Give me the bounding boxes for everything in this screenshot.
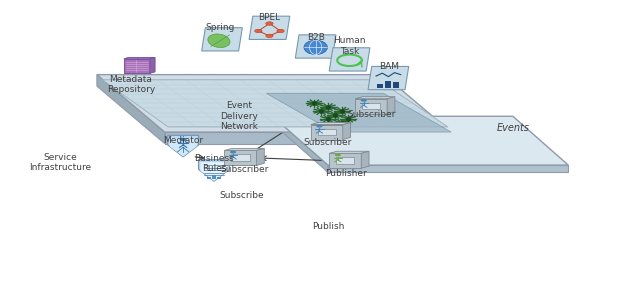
Bar [385, 81, 391, 88]
Text: Subscriber: Subscriber [347, 110, 396, 119]
Polygon shape [256, 148, 264, 165]
Polygon shape [272, 116, 568, 165]
Polygon shape [150, 57, 155, 73]
Polygon shape [266, 93, 451, 132]
Polygon shape [97, 75, 451, 132]
Polygon shape [97, 75, 165, 144]
Text: Business
Rules: Business Rules [194, 154, 234, 173]
Bar [212, 175, 216, 180]
Polygon shape [225, 151, 256, 165]
Polygon shape [368, 66, 409, 90]
Text: Events: Events [496, 123, 529, 133]
Text: Mediator: Mediator [163, 136, 203, 145]
FancyBboxPatch shape [362, 103, 380, 109]
Polygon shape [124, 59, 150, 73]
Text: Metadata
Repository: Metadata Repository [106, 75, 155, 94]
Polygon shape [355, 99, 387, 114]
Text: B2B: B2B [307, 33, 324, 42]
Text: Service
Infrastructure: Service Infrastructure [29, 153, 91, 172]
Circle shape [316, 125, 322, 128]
Circle shape [180, 138, 187, 141]
Polygon shape [165, 132, 451, 144]
Circle shape [266, 22, 273, 25]
Polygon shape [199, 160, 230, 181]
FancyBboxPatch shape [232, 155, 249, 161]
Polygon shape [272, 116, 328, 172]
Bar [217, 177, 221, 180]
Bar [378, 84, 383, 88]
Polygon shape [170, 138, 197, 157]
Text: BAM: BAM [379, 61, 400, 70]
Polygon shape [329, 48, 370, 71]
Polygon shape [225, 148, 264, 151]
Polygon shape [201, 162, 228, 181]
Text: Publish: Publish [312, 222, 344, 231]
Text: Spring: Spring [206, 23, 235, 32]
Text: Human
Task: Human Task [333, 36, 366, 56]
Polygon shape [387, 97, 395, 114]
Polygon shape [202, 28, 242, 51]
Polygon shape [328, 165, 568, 172]
Bar [393, 82, 399, 88]
Circle shape [254, 29, 262, 33]
Text: Subscriber: Subscriber [220, 165, 269, 174]
Polygon shape [295, 35, 336, 58]
Ellipse shape [208, 34, 230, 48]
Text: BPEL: BPEL [258, 13, 280, 22]
Polygon shape [124, 57, 155, 59]
Polygon shape [103, 80, 448, 127]
Polygon shape [124, 57, 155, 59]
Circle shape [266, 34, 273, 38]
Polygon shape [124, 59, 150, 73]
Circle shape [361, 99, 367, 102]
Circle shape [277, 29, 284, 33]
Circle shape [230, 151, 236, 153]
Polygon shape [329, 151, 369, 153]
Polygon shape [249, 16, 290, 39]
Text: Subscribe: Subscribe [219, 191, 264, 200]
Polygon shape [329, 153, 361, 168]
Polygon shape [168, 135, 199, 157]
Text: Subscriber: Subscriber [304, 138, 352, 147]
Polygon shape [311, 123, 350, 125]
Bar [207, 177, 211, 180]
Polygon shape [361, 151, 369, 168]
Ellipse shape [304, 40, 327, 55]
Text: Event
Delivery
Network: Event Delivery Network [220, 102, 258, 131]
Polygon shape [311, 125, 343, 139]
Polygon shape [150, 57, 155, 73]
FancyBboxPatch shape [318, 129, 336, 135]
Polygon shape [343, 123, 350, 139]
Text: Publisher: Publisher [326, 169, 367, 178]
Circle shape [335, 153, 341, 156]
FancyBboxPatch shape [336, 157, 355, 164]
Polygon shape [355, 97, 395, 99]
